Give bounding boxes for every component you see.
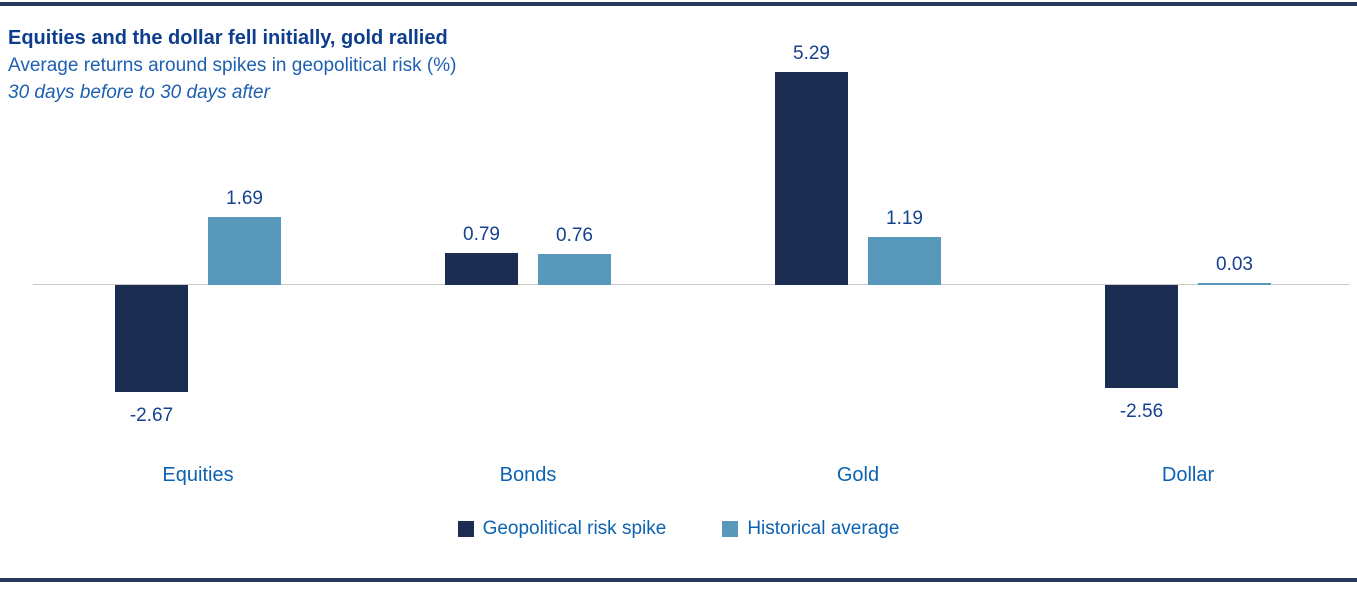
bar-bonds-historical-average — [538, 254, 611, 285]
bar-equities-risk-spike — [115, 285, 188, 393]
zero-axis-line — [33, 284, 1350, 285]
chart-title: Equities and the dollar fell initially, … — [8, 27, 448, 49]
legend-swatch-icon — [722, 521, 739, 537]
bar-equities-historical-average — [208, 216, 281, 285]
bar-gold-historical-average — [868, 237, 941, 285]
category-label-bonds: Bonds — [499, 464, 557, 486]
value-label-gold-historical-average: 1.19 — [886, 208, 923, 230]
value-label-bonds-risk-spike: 0.79 — [463, 224, 500, 246]
legend-swatch-icon — [457, 521, 474, 537]
category-label-dollar: Dollar — [1161, 464, 1215, 486]
value-label-equities-risk-spike: -2.67 — [129, 405, 174, 427]
bar-dollar-historical-average — [1198, 283, 1271, 285]
category-label-equities: Equities — [162, 464, 234, 486]
value-label-bonds-historical-average: 0.76 — [556, 225, 593, 247]
value-label-gold-risk-spike: 5.29 — [793, 43, 830, 65]
value-label-dollar-historical-average: 0.03 — [1216, 254, 1253, 275]
chart-subtitle: Average returns around spikes in geopoli… — [8, 55, 457, 76]
category-label-gold: Gold — [836, 464, 880, 486]
top-rule — [0, 2, 1357, 6]
legend: Geopolitical risk spike Historical averag… — [0, 518, 1357, 540]
legend-label: Geopolitical risk spike — [482, 518, 667, 539]
chart-header: Equities and the dollar fell initially, … — [8, 24, 456, 106]
value-label-equities-historical-average: 1.69 — [226, 187, 263, 209]
bar-dollar-risk-spike — [1105, 285, 1178, 389]
legend-item-risk-spike: Geopolitical risk spike — [457, 518, 667, 540]
chart-period-note: 30 days before to 30 days after — [8, 82, 270, 103]
bar-gold-risk-spike — [775, 72, 848, 285]
legend-item-historical-average: Historical average — [722, 518, 899, 540]
legend-label: Historical average — [747, 518, 900, 539]
bottom-rule — [0, 578, 1357, 582]
bar-bonds-risk-spike — [445, 253, 518, 285]
value-label-dollar-risk-spike: -2.56 — [1119, 401, 1164, 423]
